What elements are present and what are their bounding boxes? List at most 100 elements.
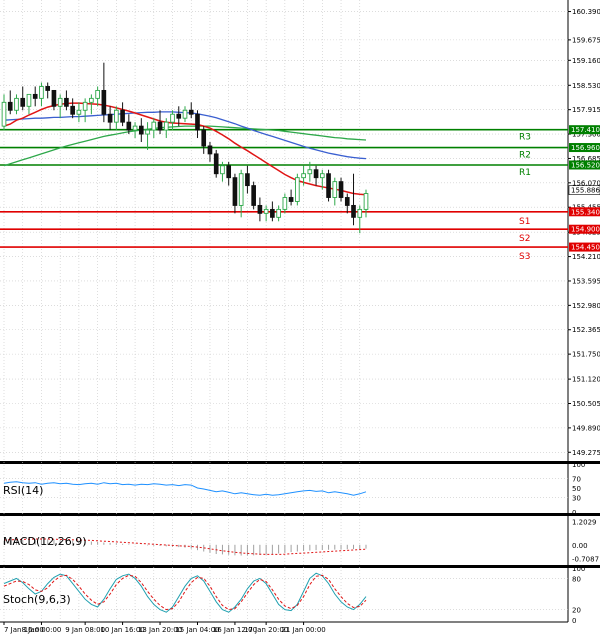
stoch-main-line: [3, 572, 367, 613]
candle-body: [319, 173, 325, 179]
candle-body: [126, 121, 132, 131]
candle-body: [288, 197, 294, 202]
candle-body: [82, 101, 88, 111]
candle-body: [344, 197, 350, 206]
price-tick-label: 151.750: [572, 351, 600, 359]
price-tick-label: 159.160: [572, 57, 600, 65]
time-tick-label: 21 Jan 00:00: [281, 626, 325, 634]
candle-body: [57, 97, 63, 107]
rsi-tick-label: 30: [572, 495, 581, 503]
candle-body: [64, 97, 69, 107]
current-price-box: [568, 185, 600, 195]
rsi-title: RSI(14): [3, 484, 43, 497]
candle-body: [295, 177, 300, 202]
candle-body: [176, 113, 182, 119]
ma-green-line: [3, 125, 367, 167]
candle-body: [107, 113, 113, 123]
candle-body: [32, 93, 38, 99]
candle-body: [39, 86, 44, 99]
stoch-tick-label: 80: [572, 575, 581, 583]
price-tick-label: 157.915: [572, 106, 600, 114]
candle-body: [232, 177, 238, 206]
time-tick-label: 9 Jan 08:00: [65, 626, 105, 634]
price-panel: R3 R2 R1 S1 S2 S3: [0, 62, 568, 262]
price-tick-label: 149.275: [572, 449, 600, 457]
candle-body: [276, 208, 281, 218]
time-tick-label: 7 Jan 16:00: [4, 626, 44, 634]
price-tick-label: 160.390: [572, 8, 600, 16]
rsi-line: [3, 481, 367, 496]
candle-body: [151, 121, 157, 131]
level-price-box: [569, 143, 600, 153]
candle-body: [220, 165, 225, 175]
level-price-box: [569, 207, 600, 217]
time-tick-label: 15 Jan 04:00: [175, 626, 219, 634]
candle-body: [138, 125, 144, 135]
candle-body: [188, 109, 194, 115]
time-tick-label: 13 Jan 20:00: [138, 626, 182, 634]
stoch-signal-line: [3, 574, 367, 611]
level-name-s2: S2: [519, 234, 530, 244]
candle-body: [207, 145, 213, 155]
candle-body: [1, 101, 7, 127]
level-price-label: 155.340: [571, 208, 600, 216]
time-tick-label: 16 Jan 12:00: [213, 626, 257, 634]
candle-body: [201, 129, 207, 147]
candle-body: [45, 86, 51, 91]
axes: 160.390 159.675 159.160 158.530 157.915 157.3…: [3, 8, 600, 634]
price-tick-label: 150.505: [572, 400, 600, 408]
candle-body: [7, 101, 13, 111]
candle-body: [257, 204, 263, 214]
level-name-s1: S1: [519, 217, 530, 227]
candle-body: [145, 129, 150, 135]
price-tick-label: 156.685: [572, 155, 600, 163]
candle-body: [226, 165, 232, 179]
level-price-label: 154.450: [571, 244, 600, 252]
price-tick-label: 149.890: [572, 424, 600, 432]
candle-body: [282, 197, 288, 210]
candle-body: [114, 109, 119, 123]
candle-body: [182, 109, 188, 119]
candle-body: [351, 204, 356, 218]
level-price-box: [569, 224, 600, 234]
macd-signal-line: [3, 538, 367, 555]
current-price-label: 155.886: [571, 187, 600, 195]
rsi-tick-label: 70: [572, 475, 581, 483]
level-name-s3: S3: [519, 252, 530, 262]
candle-body: [357, 208, 363, 218]
level-name-r3: R3: [519, 133, 531, 143]
candle-body: [76, 109, 82, 115]
price-tick-label: 152.365: [572, 326, 600, 334]
candle-body: [163, 121, 169, 131]
price-tick-label: 152.980: [572, 302, 600, 310]
level-price-label: 156.520: [571, 161, 600, 169]
grid: [0, 0, 568, 620]
candle-body: [301, 173, 306, 179]
level-name-r1: R1: [519, 168, 531, 178]
stoch-tick-label: 20: [572, 607, 581, 615]
level-price-label: 157.410: [571, 126, 600, 134]
candle-body: [132, 125, 138, 131]
level-price-box: [569, 160, 600, 170]
candle-body: [20, 97, 26, 107]
candle-body: [89, 97, 94, 103]
rsi-panel-separator: [0, 461, 600, 464]
price-tick-label: 159.675: [572, 36, 600, 44]
macd-panel: MACD(12,26,9): [3, 535, 367, 556]
price-tick-label: 151.120: [572, 376, 600, 384]
price-tick-label: 156.070: [572, 179, 600, 187]
candle-body: [245, 173, 250, 187]
macd-panel-separator: [0, 513, 600, 516]
candle-body: [120, 109, 125, 123]
level-price-box: [569, 125, 600, 135]
price-tick-label: 158.530: [572, 82, 600, 90]
stoch-title: Stoch(9,6,3): [3, 593, 71, 606]
macd-tick-label: -0.7087: [572, 555, 599, 563]
rsi-panel: RSI(14): [3, 481, 367, 497]
time-tick-label: 8 Jan 00:00: [22, 626, 62, 634]
time-tick-label: 10 Jan 16:00: [100, 626, 144, 634]
candle-body: [26, 93, 32, 107]
level-price-label: 154.900: [571, 226, 600, 234]
